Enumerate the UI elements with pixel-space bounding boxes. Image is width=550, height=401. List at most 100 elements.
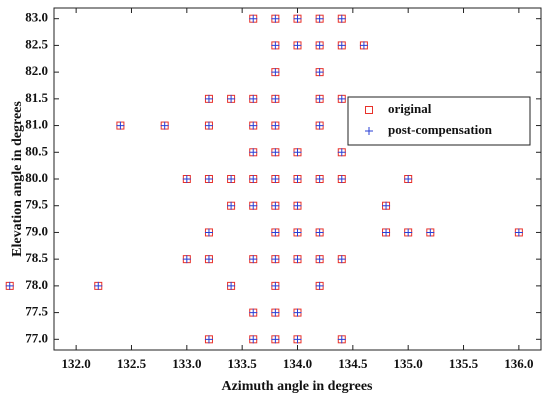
point-post-compensation bbox=[337, 14, 346, 23]
point-post-compensation bbox=[404, 228, 413, 237]
point-post-compensation bbox=[204, 228, 213, 237]
point-post-compensation bbox=[249, 14, 258, 23]
point-post-compensation bbox=[426, 228, 435, 237]
point-post-compensation bbox=[271, 14, 280, 23]
point-post-compensation bbox=[204, 121, 213, 130]
point-post-compensation bbox=[315, 255, 324, 264]
point-post-compensation bbox=[94, 281, 103, 290]
point-post-compensation bbox=[227, 175, 236, 183]
point-post-compensation bbox=[271, 228, 280, 237]
point-post-compensation bbox=[249, 121, 258, 130]
point-post-compensation bbox=[315, 228, 324, 237]
x-tick-label: 133.5 bbox=[228, 356, 258, 371]
point-post-compensation bbox=[271, 255, 280, 264]
point-post-compensation bbox=[293, 228, 302, 237]
point-post-compensation bbox=[337, 94, 346, 103]
point-post-compensation bbox=[315, 121, 324, 130]
point-post-compensation bbox=[271, 121, 280, 130]
point-post-compensation bbox=[271, 68, 280, 77]
point-post-compensation bbox=[337, 175, 346, 183]
y-tick-label: 80.0 bbox=[25, 170, 48, 185]
y-tick-label: 79.0 bbox=[25, 223, 48, 238]
point-post-compensation bbox=[293, 148, 302, 157]
y-tick-label: 78.5 bbox=[25, 250, 48, 265]
point-post-compensation bbox=[271, 41, 280, 50]
point-post-compensation bbox=[182, 255, 191, 264]
point-post-compensation bbox=[293, 14, 302, 23]
point-post-compensation bbox=[315, 68, 324, 77]
point-post-compensation bbox=[293, 201, 302, 210]
point-post-compensation bbox=[160, 121, 169, 130]
point-post-compensation bbox=[315, 14, 324, 23]
y-axis-title: Elevation angle in degrees bbox=[10, 101, 25, 257]
point-post-compensation bbox=[227, 201, 236, 210]
point-post-compensation bbox=[404, 175, 413, 183]
point-post-compensation bbox=[382, 228, 391, 237]
y-tick-label: 80.5 bbox=[25, 143, 48, 158]
point-post-compensation bbox=[293, 255, 302, 264]
y-tick-label: 81.0 bbox=[25, 117, 48, 132]
point-post-compensation bbox=[249, 201, 258, 210]
point-post-compensation bbox=[359, 41, 368, 50]
legend-label: post-compensation bbox=[388, 122, 493, 137]
point-post-compensation bbox=[204, 94, 213, 103]
x-tick-label: 132.0 bbox=[62, 356, 91, 371]
point-post-compensation bbox=[227, 281, 236, 290]
legend-label: original bbox=[388, 101, 432, 116]
point-post-compensation bbox=[337, 148, 346, 157]
point-post-compensation bbox=[204, 335, 213, 344]
point-post-compensation bbox=[315, 175, 324, 183]
point-post-compensation bbox=[249, 308, 258, 317]
point-post-compensation bbox=[116, 121, 125, 130]
x-tick-label: 134.5 bbox=[338, 356, 368, 371]
x-tick-label: 133.0 bbox=[172, 356, 201, 371]
point-post-compensation bbox=[271, 281, 280, 290]
point-post-compensation bbox=[293, 335, 302, 344]
point-post-compensation bbox=[271, 201, 280, 210]
y-tick-label: 82.0 bbox=[25, 63, 48, 78]
y-tick-label: 77.5 bbox=[25, 304, 48, 319]
point-post-compensation bbox=[271, 148, 280, 157]
point-post-compensation bbox=[204, 175, 213, 183]
x-tick-label: 132.5 bbox=[117, 356, 147, 371]
point-post-compensation bbox=[337, 255, 346, 264]
legend-marker bbox=[365, 127, 373, 135]
point-post-compensation bbox=[315, 281, 324, 290]
y-tick-label: 78.0 bbox=[25, 277, 48, 292]
legend-marker bbox=[365, 106, 373, 114]
point-post-compensation bbox=[271, 335, 280, 344]
y-tick-label: 79.5 bbox=[25, 197, 48, 212]
x-axis-title: Azimuth angle in degrees bbox=[221, 379, 373, 394]
legend-box bbox=[347, 96, 531, 146]
point-post-compensation bbox=[227, 94, 236, 103]
point-post-compensation bbox=[271, 94, 280, 103]
point-post-compensation bbox=[249, 335, 258, 344]
x-tick-label: 136.0 bbox=[504, 356, 533, 371]
point-post-compensation bbox=[293, 308, 302, 317]
y-tick-label: 83.0 bbox=[25, 10, 48, 25]
point-post-compensation bbox=[182, 175, 191, 183]
point-post-compensation bbox=[249, 255, 258, 264]
point-post-compensation bbox=[293, 41, 302, 50]
point-post-compensation bbox=[337, 335, 346, 344]
point-post-compensation bbox=[271, 308, 280, 317]
point-post-compensation bbox=[5, 281, 14, 290]
point-post-compensation bbox=[249, 148, 258, 157]
y-tick-label: 81.5 bbox=[25, 90, 48, 105]
y-tick-label: 77.0 bbox=[25, 330, 48, 345]
x-tick-label: 135.5 bbox=[449, 356, 479, 371]
x-tick-label: 135.0 bbox=[394, 356, 423, 371]
point-post-compensation bbox=[204, 255, 213, 264]
point-post-compensation bbox=[382, 201, 391, 210]
point-post-compensation bbox=[271, 175, 280, 183]
point-post-compensation bbox=[293, 175, 302, 183]
point-post-compensation bbox=[249, 94, 258, 103]
y-tick-label: 82.5 bbox=[25, 36, 48, 51]
point-post-compensation bbox=[249, 175, 258, 183]
x-tick-label: 134.0 bbox=[283, 356, 312, 371]
point-post-compensation bbox=[315, 94, 324, 103]
point-post-compensation bbox=[337, 41, 346, 50]
point-post-compensation bbox=[315, 41, 324, 50]
point-post-compensation bbox=[514, 228, 523, 237]
